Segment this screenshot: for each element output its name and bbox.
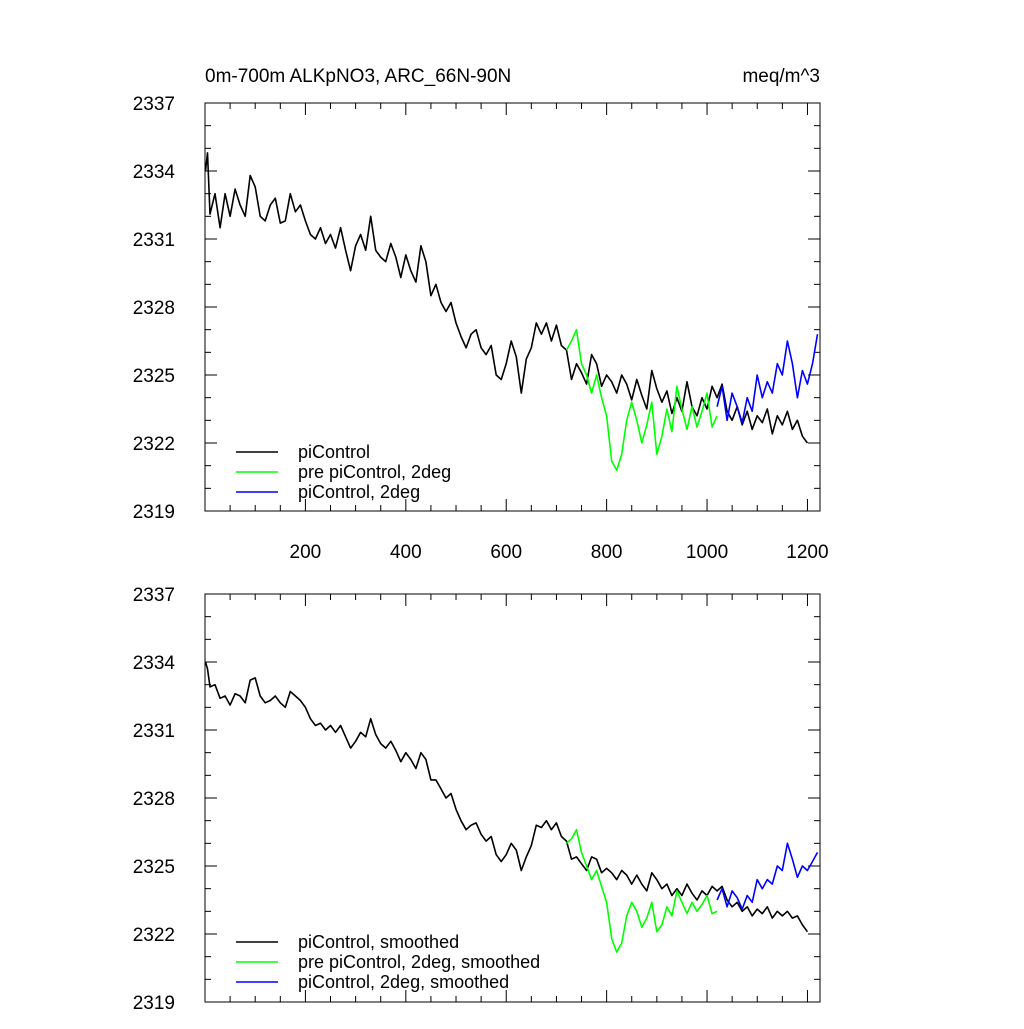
y-tick-label: 2328 [133,789,175,810]
x-tick-label: 200 [290,542,322,563]
series-line-0 [204,152,809,444]
x-tick-label: 400 [390,542,422,563]
x-tick-label: 1200 [786,542,828,563]
x-tick-label: 600 [490,542,522,563]
top-panel: 2337 2334 2331 2328 2325 2322 2319 200 400 600 800… [133,94,829,563]
series-line-2 [716,334,819,424]
series-line-0 [204,661,809,933]
y-tick-label: 2322 [133,925,175,946]
series-line-1 [565,828,718,953]
legend-label: piControl, 2deg [298,482,420,502]
series-line-2 [716,842,819,910]
y-tick-label: 2325 [133,366,175,387]
y-tick-label: 2337 [133,94,175,115]
y-tick-label: 2337 [133,585,175,606]
series-line-1 [565,328,718,471]
x-tick-label: 800 [591,542,623,563]
y-tick-label: 2319 [133,502,175,523]
chart-title: 0m-700m ALKpNO3, ARC_66N-90N [205,66,511,87]
y-tick-label: 2325 [133,857,175,878]
y-tick-label: 2331 [133,230,175,251]
legend-label: piControl, smoothed [298,932,459,952]
legend-label: piControl, 2deg, smoothed [298,972,509,992]
legend-label: pre piControl, 2deg, smoothed [298,952,540,972]
y-tick-label: 2322 [133,434,175,455]
y-tick-label: 2331 [133,721,175,742]
legend-label: pre piControl, 2deg [298,462,451,482]
y-tick-label: 2319 [133,993,175,1014]
y-tick-label: 2328 [133,298,175,319]
y-tick-label: 2334 [133,162,176,183]
x-tick-label: 1000 [686,542,728,563]
units-label: meq/m^3 [742,66,820,87]
legend-label: piControl [298,442,370,462]
y-tick-label: 2334 [133,653,176,674]
bottom-panel: 2337 2334 2331 2328 2325 2322 2319 piControl, s… [133,585,821,1014]
